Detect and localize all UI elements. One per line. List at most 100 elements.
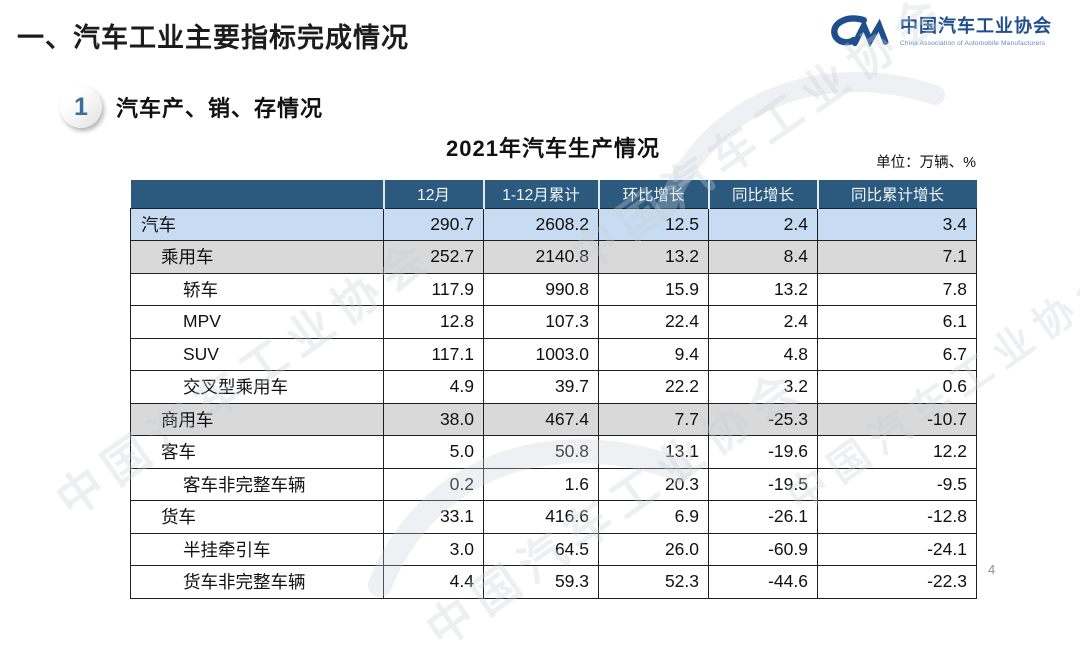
table-row: 乘用车 252.7 2140.8 13.2 8.4 7.1 <box>130 240 977 274</box>
cell-value: 6.1 <box>817 305 977 339</box>
cell-value: 64.5 <box>483 532 599 566</box>
cell-value: 13.1 <box>598 435 709 469</box>
cell-value: 0.2 <box>383 467 484 501</box>
cell-value: 3.2 <box>708 370 818 404</box>
row-label: MPV <box>130 305 384 339</box>
cell-value: 3.4 <box>817 207 977 241</box>
table-row: MPV 12.8 107.3 22.4 2.4 6.1 <box>130 305 977 339</box>
table-header-row: 12月 1-12月累计 环比增长 同比增长 同比累计增长 <box>130 180 977 208</box>
row-label: 客车 <box>130 435 384 469</box>
row-label: 汽车 <box>130 207 384 241</box>
cell-value: 12.2 <box>817 435 977 469</box>
cell-value: -9.5 <box>817 467 977 501</box>
cell-value: 117.1 <box>383 337 484 371</box>
section-header: 1 汽车产、销、存情况 <box>60 86 323 128</box>
column-header: 12月 <box>382 180 484 208</box>
cell-value: 6.7 <box>817 337 977 371</box>
cell-value: 2608.2 <box>483 207 599 241</box>
page-title: 一、汽车工业主要指标完成情况 <box>17 23 409 53</box>
cell-value: 252.7 <box>383 240 484 274</box>
column-header: 同比累计增长 <box>816 180 977 208</box>
cell-value: 52.3 <box>598 565 709 599</box>
cell-value: 1.6 <box>483 467 599 501</box>
table-row: 商用车 38.0 467.4 7.7 -25.3 -10.7 <box>130 402 977 436</box>
cell-value: -12.8 <box>817 500 977 534</box>
column-header: 环比增长 <box>597 180 709 208</box>
cell-value: 6.9 <box>598 500 709 534</box>
cell-value: 2.4 <box>708 207 818 241</box>
cell-value: 4.4 <box>383 565 484 599</box>
table-row: 货车非完整车辆 4.4 59.3 52.3 -44.6 -22.3 <box>130 565 977 599</box>
column-header-category <box>130 180 384 208</box>
row-label: 轿车 <box>130 272 384 306</box>
cell-value: 38.0 <box>383 402 484 436</box>
cell-value: -19.6 <box>708 435 818 469</box>
row-label: 货车 <box>130 500 384 534</box>
page-number: 4 <box>988 562 996 577</box>
cell-value: 20.3 <box>598 467 709 501</box>
table-body: 汽车 290.7 2608.2 12.5 2.4 3.4 乘用车 252.7 2140.8 13.… <box>130 207 977 599</box>
table-row: 轿车 117.9 990.8 15.9 13.2 7.8 <box>130 272 977 306</box>
table-title: 2021年汽车生产情况 <box>446 136 660 161</box>
section-heading: 汽车产、销、存情况 <box>116 96 324 121</box>
cell-value: 12.8 <box>383 305 484 339</box>
row-label: 客车非完整车辆 <box>130 467 384 501</box>
cell-value: -19.5 <box>708 467 818 501</box>
row-label: 乘用车 <box>130 240 384 274</box>
cell-value: 12.5 <box>598 207 709 241</box>
cell-value: 7.1 <box>817 240 977 274</box>
table-row: 客车非完整车辆 0.2 1.6 20.3 -19.5 -9.5 <box>130 467 977 501</box>
cell-value: 107.3 <box>483 305 599 339</box>
cell-value: -10.7 <box>817 402 977 436</box>
row-label: SUV <box>130 337 384 371</box>
cell-value: 7.7 <box>598 402 709 436</box>
row-label: 半挂牵引车 <box>130 532 384 566</box>
cell-value: 4.9 <box>383 370 484 404</box>
cell-value: 15.9 <box>598 272 709 306</box>
caam-logo: 中国汽车工业协会 China Association of Automobile… <box>828 12 1052 54</box>
cell-value: 26.0 <box>598 532 709 566</box>
caam-logo-text: 中国汽车工业协会 China Association of Automobile… <box>900 16 1052 47</box>
cell-value: -26.1 <box>708 500 818 534</box>
cell-value: -24.1 <box>817 532 977 566</box>
cell-value: 5.0 <box>383 435 484 469</box>
production-table: 12月 1-12月累计 环比增长 同比增长 同比累计增长 汽车 290.7 2608.2 12… <box>130 180 977 599</box>
cell-value: 1003.0 <box>483 337 599 371</box>
unit-note: 单位：万辆、% <box>876 155 976 171</box>
cell-value: 2.4 <box>708 305 818 339</box>
cell-value: 416.6 <box>483 500 599 534</box>
cell-value: -22.3 <box>817 565 977 599</box>
table-row: 半挂牵引车 3.0 64.5 26.0 -60.9 -24.1 <box>130 532 977 566</box>
cell-value: 33.1 <box>383 500 484 534</box>
table-row: SUV 117.1 1003.0 9.4 4.8 6.7 <box>130 337 977 371</box>
cell-value: -44.6 <box>708 565 818 599</box>
table-row: 货车 33.1 416.6 6.9 -26.1 -12.8 <box>130 500 977 534</box>
cell-value: 13.2 <box>598 240 709 274</box>
cell-value: 7.8 <box>817 272 977 306</box>
cell-value: 3.0 <box>383 532 484 566</box>
cell-value: -25.3 <box>708 402 818 436</box>
row-label: 货车非完整车辆 <box>130 565 384 599</box>
cell-value: 2140.8 <box>483 240 599 274</box>
cell-value: 467.4 <box>483 402 599 436</box>
cell-value: 59.3 <box>483 565 599 599</box>
cell-value: 290.7 <box>383 207 484 241</box>
caam-logo-icon <box>831 15 889 48</box>
table-row: 汽车 290.7 2608.2 12.5 2.4 3.4 <box>130 207 977 241</box>
table-row: 客车 5.0 50.8 13.1 -19.6 12.2 <box>130 435 977 469</box>
cell-value: 117.9 <box>383 272 484 306</box>
cell-value: -60.9 <box>708 532 818 566</box>
cell-value: 39.7 <box>483 370 599 404</box>
column-header: 1-12月累计 <box>482 180 599 208</box>
caam-logo-subtitle: China Association of Automobile Manufact… <box>900 39 1046 47</box>
cell-value: 50.8 <box>483 435 599 469</box>
slide: 中国汽车工业协会 中国汽车工业协会 中国汽车工业协会 中国汽车工业协会 一、汽车… <box>17 0 1080 657</box>
cell-value: 4.8 <box>708 337 818 371</box>
cell-value: 22.2 <box>598 370 709 404</box>
cell-value: 13.2 <box>708 272 818 306</box>
cell-value: 9.4 <box>598 337 709 371</box>
table-row: 交叉型乘用车 4.9 39.7 22.2 3.2 0.6 <box>130 370 977 404</box>
row-label: 交叉型乘用车 <box>130 370 384 404</box>
section-number-badge: 1 <box>60 86 102 128</box>
cell-value: 22.4 <box>598 305 709 339</box>
